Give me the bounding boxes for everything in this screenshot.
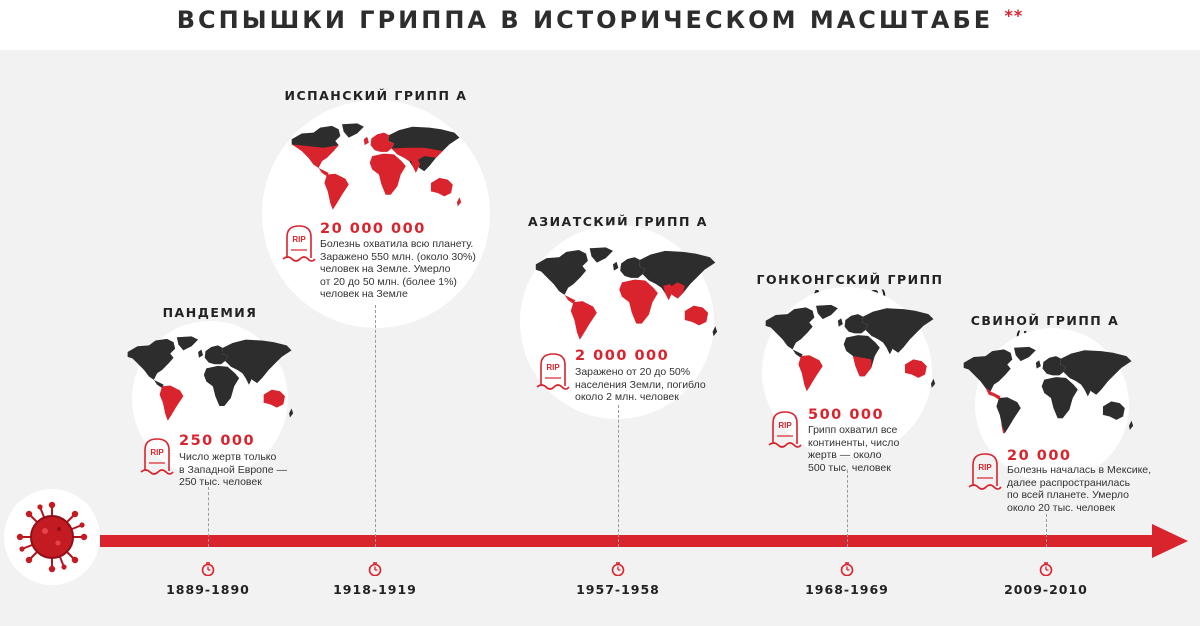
event-5-rip-icon: RIP xyxy=(968,453,1002,490)
event-1-deaths: 250 000 xyxy=(179,433,256,449)
event-4-world-map xyxy=(765,304,936,392)
event-2-clock-icon xyxy=(368,562,382,576)
event-3-rip-icon: RIP xyxy=(536,353,570,390)
coronavirus-icon xyxy=(16,501,88,573)
event-1-title: ПАНДЕМИЯ xyxy=(162,305,258,320)
event-1-connector xyxy=(208,487,209,547)
event-1-description: Число жертв только в Западной Европе — 2… xyxy=(179,451,287,488)
event-3-connector xyxy=(618,405,619,547)
event-5-connector xyxy=(1046,514,1047,547)
event-3-clock-icon xyxy=(611,562,625,576)
event-5-world-map xyxy=(963,346,1134,434)
event-1-clock-icon xyxy=(201,562,215,576)
svg-text:RIP: RIP xyxy=(292,235,306,244)
header-bar xyxy=(0,0,1200,50)
event-2-rip-icon: RIP xyxy=(282,225,316,262)
event-5-clock-icon xyxy=(1039,562,1053,576)
page-title: ВСПЫШКИ ГРИППА В ИСТОРИЧЕСКОМ МАСШТАБЕ *… xyxy=(176,6,1024,34)
svg-text:RIP: RIP xyxy=(978,463,992,472)
event-1-world-map xyxy=(127,336,294,421)
event-4-clock-icon xyxy=(840,562,854,576)
event-2-description: Болезнь охватила всю планету. Заражено 5… xyxy=(320,238,476,300)
svg-text:RIP: RIP xyxy=(150,448,164,457)
event-4-connector xyxy=(847,470,848,547)
svg-text:RIP: RIP xyxy=(778,421,792,430)
event-4-deaths: 500 000 xyxy=(808,407,885,423)
event-3-deaths: 2 000 000 xyxy=(575,348,670,364)
event-3-description: Заражено от 20 до 50% населения Земли, п… xyxy=(575,366,706,403)
event-4-year: 1968-1969 xyxy=(805,582,889,597)
footnote-mark: ** xyxy=(1004,6,1024,25)
timeline-arrow xyxy=(100,524,1188,558)
event-2-world-map xyxy=(291,123,462,210)
event-4-rip-icon: RIP xyxy=(768,411,802,448)
event-2-deaths: 20 000 000 xyxy=(320,221,426,237)
event-5-deaths: 20 000 xyxy=(1007,448,1072,464)
event-5-year: 2009-2010 xyxy=(1004,582,1088,597)
event-5-description: Болезнь началась в Мексике, далее распро… xyxy=(1007,464,1152,514)
svg-text:RIP: RIP xyxy=(546,363,560,372)
event-1-rip-icon: RIP xyxy=(140,438,174,475)
event-3-world-map xyxy=(535,247,718,340)
event-3-year: 1957-1958 xyxy=(576,582,660,597)
event-2-connector xyxy=(375,305,376,547)
event-1-year: 1889-1890 xyxy=(166,582,250,597)
event-2-year: 1918-1919 xyxy=(333,582,417,597)
event-4-description: Грипп охватил все континенты, число жерт… xyxy=(808,424,900,474)
